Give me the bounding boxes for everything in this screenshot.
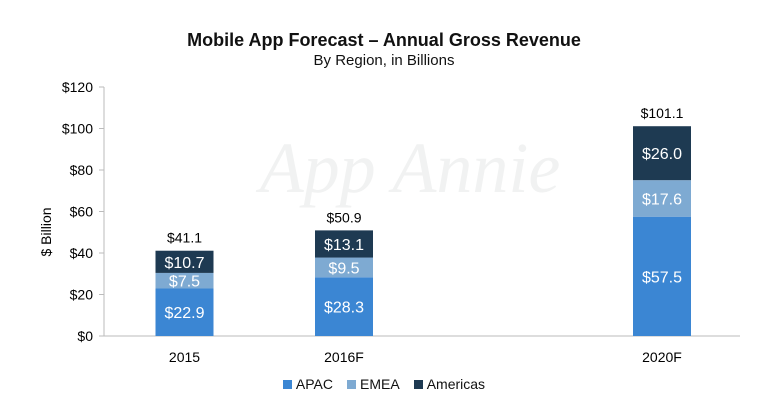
- legend-swatch: [347, 379, 357, 389]
- legend-item-americas: Americas: [413, 376, 486, 392]
- bar-segment-emea: [633, 180, 691, 217]
- bar-value-label: $7.5: [169, 274, 200, 291]
- bar-value-label: $26.0: [642, 146, 682, 163]
- y-tick-label: $100: [62, 121, 93, 137]
- bar-value-label: $57.5: [642, 269, 682, 286]
- bar-total-label: $101.1: [641, 105, 684, 121]
- bar-value-label: $17.6: [642, 191, 682, 208]
- y-tick-label: $0: [77, 328, 93, 344]
- bar-total-label: $41.1: [167, 230, 202, 246]
- y-tick-label: $20: [70, 287, 94, 303]
- bar-segment-americas: [155, 250, 214, 273]
- chart-title: Mobile App Forecast – Annual Gross Reven…: [187, 30, 581, 50]
- bar-segment-apac: [155, 288, 214, 336]
- legend-label: Americas: [426, 376, 486, 392]
- y-tick-label: $120: [62, 79, 93, 95]
- watermark: App Annie: [256, 128, 561, 208]
- y-tick-label: $80: [70, 162, 94, 178]
- legend-label: APAC: [295, 376, 334, 392]
- y-tick-label: $40: [70, 245, 94, 261]
- x-tick-label: 2020F: [642, 349, 682, 365]
- legend-swatch: [282, 379, 292, 389]
- bar-value-label: $28.3: [324, 300, 364, 317]
- x-tick-label: 2016F: [324, 349, 364, 365]
- legend-item-emea: EMEA: [347, 376, 400, 392]
- legend-swatch: [413, 379, 423, 389]
- bar-value-label: $22.9: [164, 305, 204, 322]
- bar-segment-apac: [315, 277, 373, 336]
- legend-label: EMEA: [360, 376, 400, 392]
- x-tick-label: 2015: [169, 349, 200, 365]
- y-axis-label: $ Billion: [38, 207, 54, 256]
- legend-item-apac: APAC: [282, 376, 334, 392]
- bar-value-label: $10.7: [164, 255, 204, 272]
- bar-segment-americas: [315, 230, 373, 258]
- legend: APAC EMEA Americas: [0, 376, 768, 392]
- bar-value-label: $13.1: [324, 237, 364, 254]
- bar-total-label: $50.9: [326, 209, 361, 225]
- bar-segment-apac: [633, 216, 691, 336]
- bar-segment-emea: [315, 257, 373, 278]
- bar-segment-americas: [633, 126, 691, 181]
- bar-segment-emea: [155, 272, 214, 289]
- chart-subtitle: By Region, in Billions: [313, 52, 455, 69]
- bar-value-label: $9.5: [328, 260, 359, 277]
- y-tick-label: $60: [70, 204, 94, 220]
